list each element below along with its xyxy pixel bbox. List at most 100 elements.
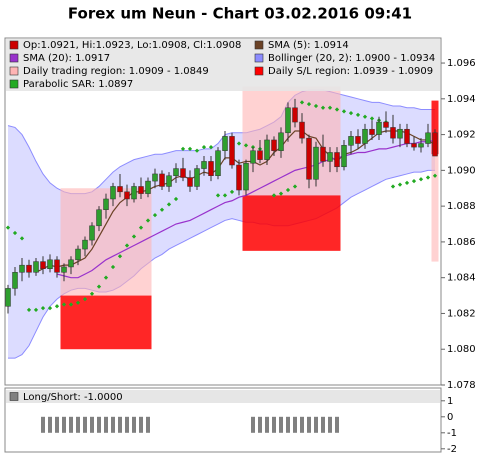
region xyxy=(305,195,313,251)
region xyxy=(249,195,257,251)
region xyxy=(333,86,341,196)
region xyxy=(130,295,138,350)
candle-body xyxy=(5,288,11,307)
region xyxy=(284,195,292,251)
sar-dot xyxy=(5,225,11,230)
sar-dot xyxy=(194,148,200,153)
region xyxy=(144,188,152,296)
bar xyxy=(118,416,122,433)
region xyxy=(326,195,334,251)
sar-dot xyxy=(131,234,137,239)
candle-body xyxy=(61,266,67,273)
candle-body xyxy=(12,272,18,289)
y-tick-label: -2 xyxy=(447,444,457,455)
candle-body xyxy=(264,139,270,160)
candle-body xyxy=(397,128,403,139)
region xyxy=(109,188,117,296)
legend-label: SMA (5): 1.0914 xyxy=(268,40,349,51)
legend-swatch xyxy=(9,79,19,89)
region xyxy=(88,295,96,350)
y-tick-label: 1.080 xyxy=(447,344,476,355)
candle-body xyxy=(103,198,109,210)
candle-body xyxy=(425,132,431,144)
region xyxy=(144,295,152,350)
candle-body xyxy=(229,136,235,166)
sar-dot xyxy=(411,178,417,184)
main-plot: 1.078 1.080 1.082 1.084 1.086 1.088 1.090 1.092… xyxy=(5,39,476,391)
lower-plot: 1 0 -1 -2 Long/Short: -1.0000 xyxy=(6,390,457,455)
candle-body xyxy=(376,121,382,135)
region xyxy=(431,154,439,262)
y-tick-label: 1.096 xyxy=(447,58,476,69)
region xyxy=(326,86,334,196)
legend-swatch xyxy=(254,66,264,76)
candle-body xyxy=(54,259,60,273)
region xyxy=(102,295,110,350)
bar xyxy=(258,416,262,433)
region xyxy=(319,195,327,251)
candle-body xyxy=(89,225,95,241)
candle-body xyxy=(47,259,53,269)
bar xyxy=(41,416,45,433)
bar xyxy=(132,416,136,433)
candle-body xyxy=(75,248,81,261)
y-tick-label: 1.084 xyxy=(447,273,476,284)
region xyxy=(74,188,82,296)
sar-dot xyxy=(229,189,235,194)
candle-body xyxy=(320,146,326,162)
bar xyxy=(265,416,269,433)
region xyxy=(291,195,299,251)
candle-body xyxy=(334,152,340,168)
candle-body xyxy=(173,168,179,176)
sar-dot xyxy=(166,202,172,207)
candle-body xyxy=(327,152,333,162)
bar xyxy=(83,416,87,433)
legend-swatch xyxy=(9,53,19,63)
candle-body xyxy=(383,121,389,128)
sar-dot xyxy=(278,191,284,196)
legend-label: Daily trading region: 1.0909 - 1.0849 xyxy=(23,66,209,77)
candle-body xyxy=(271,139,277,151)
region xyxy=(137,295,145,350)
region xyxy=(312,195,320,251)
sar-dot xyxy=(180,146,186,152)
candle-body xyxy=(201,161,207,169)
sar-dot xyxy=(173,196,179,202)
bar xyxy=(300,416,304,433)
bar xyxy=(146,416,150,433)
region xyxy=(130,188,138,296)
legend-background xyxy=(6,390,440,403)
region xyxy=(67,295,75,350)
bar xyxy=(279,416,283,433)
sar-dot xyxy=(292,184,298,189)
candle-body xyxy=(68,259,74,268)
candle-body xyxy=(152,173,158,182)
bar xyxy=(335,416,339,433)
candle-body xyxy=(40,261,46,269)
candle-body xyxy=(257,150,263,160)
candle-body xyxy=(285,107,291,134)
candle-body xyxy=(236,164,242,191)
region xyxy=(74,295,82,350)
indicator-line xyxy=(35,130,436,273)
legend-label: SMA (20): 1.0917 xyxy=(23,53,110,64)
sar-dot xyxy=(425,175,431,180)
region xyxy=(95,188,103,296)
candle-body xyxy=(292,107,298,123)
y-tick-label: 1.082 xyxy=(447,308,476,319)
sar-dot xyxy=(285,187,291,193)
candle-body xyxy=(390,127,396,139)
y-tick-label: 1 xyxy=(447,396,453,407)
region xyxy=(102,188,110,296)
sar-dot xyxy=(215,193,221,198)
candle-body xyxy=(110,186,116,200)
candle-body xyxy=(208,161,214,176)
candle-body xyxy=(26,264,32,273)
sar-dot xyxy=(397,182,403,187)
candle-body xyxy=(117,186,123,193)
bar xyxy=(314,416,318,433)
y-tick-label: 1.092 xyxy=(447,130,476,141)
y-tick-label: 1.088 xyxy=(447,201,476,212)
candle-body xyxy=(215,150,221,176)
bar xyxy=(76,416,80,433)
